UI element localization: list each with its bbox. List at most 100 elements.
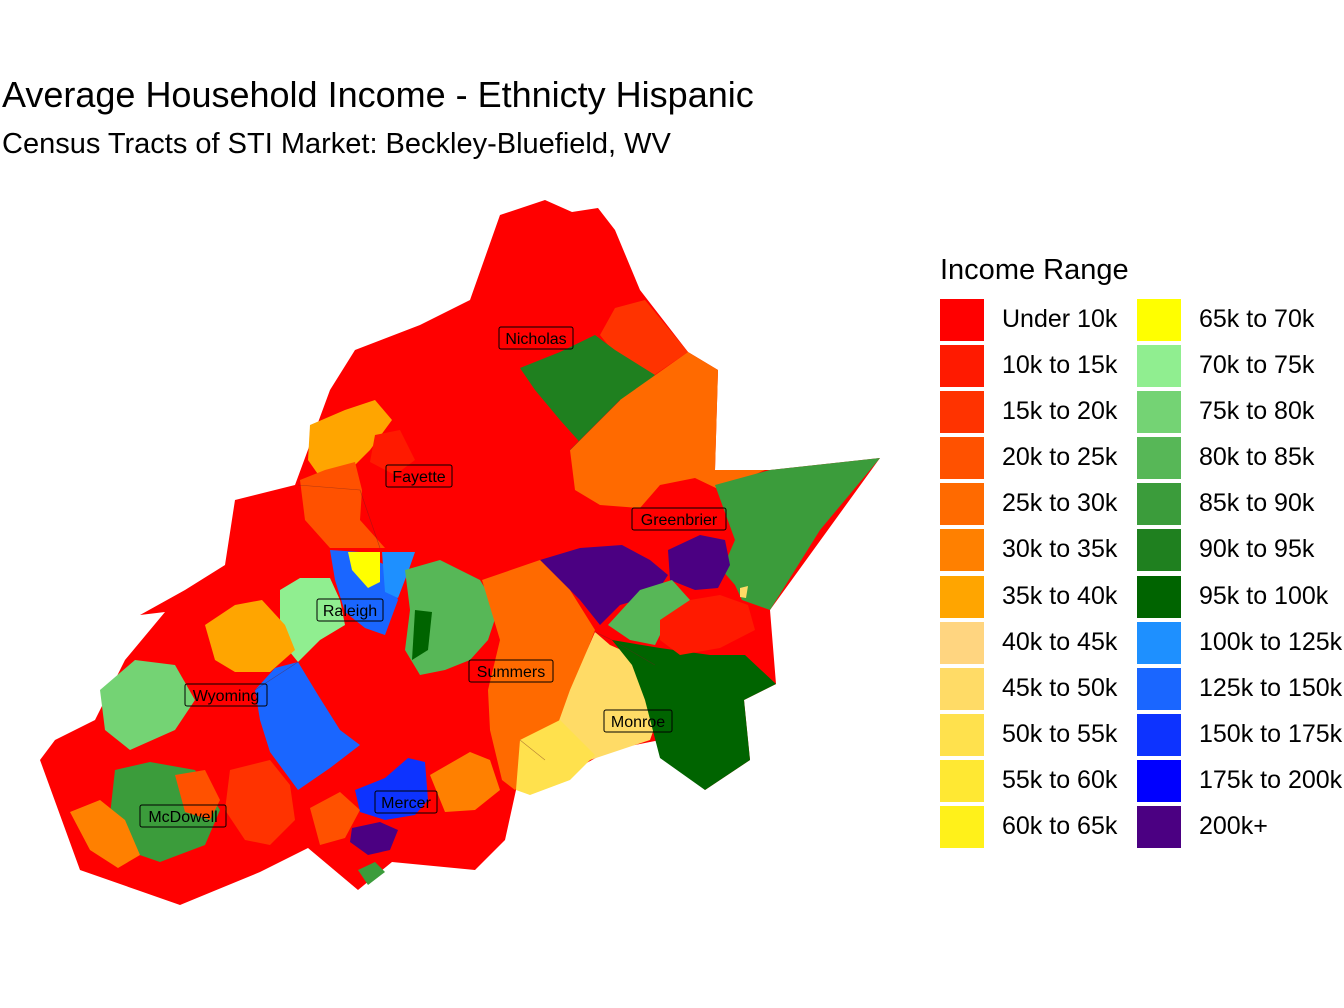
svg-text:Greenbrier: Greenbrier [641,512,718,529]
legend-swatch [1137,437,1181,482]
legend-swatch [1137,391,1181,436]
legend-label: 25k to 30k [1002,489,1118,518]
legend-swatch [940,299,984,343]
county-label-greenbrier: Greenbrier [631,507,727,531]
legend-label: 50k to 55k [1002,719,1118,748]
svg-text:Raleigh: Raleigh [323,603,377,620]
svg-text:Monroe: Monroe [611,714,665,731]
legend-label: 45k to 50k [1002,673,1118,702]
legend-label: 60k to 65k [1002,812,1118,841]
county-label-fayette: Fayette [385,464,453,488]
tract-region-35k-40k [205,600,295,672]
tract-region-35k-40k [308,400,392,480]
legend-swatch [1137,667,1181,712]
svg-text:Nicholas: Nicholas [505,331,566,348]
tract-region-200k-plus [668,535,730,590]
legend-label: 15k to 20k [1002,397,1118,426]
tract-region-10k-15k [660,595,755,655]
legend-label: 40k to 45k [1002,627,1118,656]
legend-label: 55k to 60k [1002,765,1118,794]
legend-label: 70k to 75k [1199,351,1315,380]
legend-swatch [1137,713,1181,758]
legend-label: 80k to 85k [1199,443,1315,472]
tract-region-90k-95k [520,335,655,448]
legend-swatch [940,806,984,851]
legend-label: 90k to 95k [1199,535,1315,564]
choropleth-map: Nicholas Fayette Greenbrier Raleigh Summ… [40,200,880,905]
legend-label: 75k to 80k [1199,397,1315,426]
legend-swatch [940,391,984,436]
legend-label: 30k to 35k [1002,535,1118,564]
tract-region-20k-25k [175,770,220,820]
legend-swatch [1137,529,1181,574]
legend-swatch [1137,621,1181,666]
legend-label: 150k to 175k [1199,719,1343,748]
tract-region-85k-90k [715,458,880,610]
legend-swatch [940,575,984,620]
legend-label: 125k to 150k [1199,673,1343,702]
tract-region-25k-30k [482,560,595,790]
legend-label: Under 10k [1002,305,1118,333]
legend-swatch [940,437,984,482]
tract-region-50k-55k [516,720,595,795]
map-title: Average Household Income - Ethnicty Hisp… [2,74,754,115]
svg-text:Mercer: Mercer [381,795,431,812]
legend-swatch [1137,299,1181,343]
svg-text:McDowell: McDowell [148,809,217,826]
legend-swatch [1137,806,1181,851]
legend-swatch [940,529,984,574]
tract-region-45k-50k [740,586,748,598]
legend-swatch [1137,483,1181,528]
tract-region-65k-70k [348,552,380,588]
legend-label: 100k to 125k [1199,627,1343,656]
tract-region-30k-35k [70,800,140,868]
legend-swatch [940,621,984,666]
legend-swatch [1137,345,1181,390]
county-label-nicholas: Nicholas [498,326,574,350]
legend-swatch [940,713,984,758]
tract-region-20k-25k [300,462,385,548]
county-boundary [254,399,656,761]
tract-region-20k-25k [310,792,360,845]
county-label-mcdowell: McDowell [139,804,227,828]
county-label-summers: Summers [468,659,554,683]
map-subtitle: Census Tracts of STI Market: Beckley-Blu… [2,128,671,160]
legend-swatch [1137,759,1181,804]
county-label-raleigh: Raleigh [316,598,384,622]
county-label-mercer: Mercer [374,790,438,814]
legend-label: 35k to 40k [1002,581,1118,610]
county-label-monroe: Monroe [603,709,673,733]
tract-region-10k-15k [370,430,415,475]
legend-swatch [940,345,984,390]
tract-region-200k-plus [350,822,398,855]
svg-text:Fayette: Fayette [392,469,445,486]
tract-region-100k-125k [382,552,415,598]
tract-region-25k-30k [570,352,765,508]
legend-swatch [940,483,984,528]
legend-swatch [940,667,984,712]
tract-region-15k-20k [225,760,295,845]
county-label-wyoming: Wyoming [184,683,268,707]
tract-region-150k-175k [355,758,428,820]
svg-text:Summers: Summers [477,664,545,681]
tract-region-125k-150k [255,662,360,790]
legend-label: 85k to 90k [1199,489,1315,518]
legend: Income Range Under 10k 10k to 15k 15k to 2… [940,254,1342,851]
legend-label: 95k to 100k [1199,581,1329,610]
tract-region-30k-35k [430,752,500,812]
tract-region-200k-plus [540,545,668,625]
legend-title: Income Range [940,254,1129,286]
tract-region-95k-100k [412,610,432,660]
tract-region-125k-150k [330,550,398,635]
tract-region-85k-90k [358,862,385,885]
legend-swatch [940,759,984,804]
tract-region-80k-85k [608,580,690,645]
legend-label: 175k to 200k [1199,765,1343,794]
legend-label: 10k to 15k [1002,351,1118,380]
tract-region-95k-100k [612,640,776,790]
svg-text:Wyoming: Wyoming [193,688,260,705]
tract-region-75k-80k [100,660,195,750]
legend-label: 200k+ [1199,812,1268,841]
legend-label: 20k to 25k [1002,443,1118,472]
legend-label: 65k to 70k [1199,305,1315,333]
